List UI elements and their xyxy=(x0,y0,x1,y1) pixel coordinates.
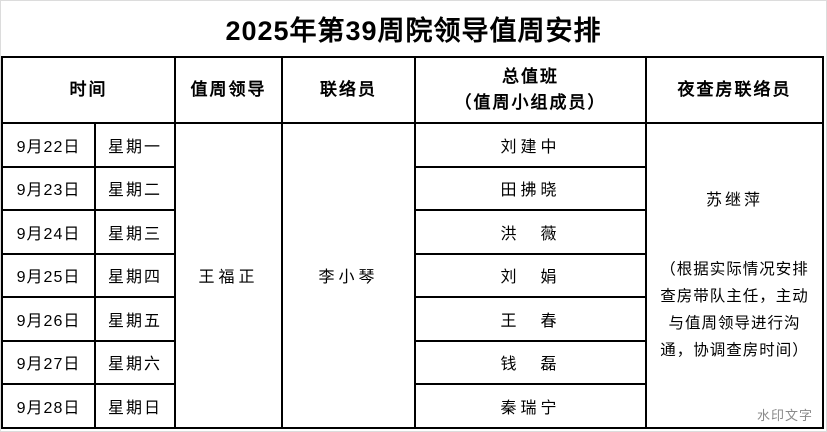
column-header-night-rounds-liaison: 夜查房联络员 xyxy=(645,56,824,124)
liaison-cell: 李小琴 xyxy=(281,122,416,429)
header-row: 时间 值周领导 联络员 总值班 （值周小组成员） 夜查房联络员 xyxy=(1,56,824,124)
table-row: 9月23日 星期二 田拂晓 xyxy=(1,165,823,211)
date-cell: 9月25日 xyxy=(1,252,96,298)
date-cell: 9月27日 xyxy=(1,339,96,385)
table-row: 9月25日 星期四 刘 娟 xyxy=(1,252,823,298)
general-duty-cell: 刘 娟 xyxy=(414,252,647,298)
duty-schedule-table: 时间 值周领导 联络员 总值班 （值周小组成员） 夜查房联络员 9月22日 星期… xyxy=(1,56,824,429)
general-duty-cell: 洪 薇 xyxy=(414,209,647,255)
general-duty-cell: 王 春 xyxy=(414,296,647,342)
weekday-cell: 星期二 xyxy=(94,165,176,211)
date-cell: 9月26日 xyxy=(1,296,96,342)
weekday-cell: 星期日 xyxy=(94,383,176,429)
general-duty-cell: 秦瑞宁 xyxy=(414,383,647,429)
column-header-time: 时间 xyxy=(1,56,176,124)
column-header-duty-leader: 值周领导 xyxy=(174,56,283,124)
date-cell: 9月24日 xyxy=(1,209,96,255)
table-row: 9月24日 星期三 洪 薇 xyxy=(1,209,823,255)
weekday-cell: 星期三 xyxy=(94,209,176,255)
night-rounds-name: 苏继萍 xyxy=(705,192,763,210)
night-rounds-note: （根据实际情况安排查房带队主任，主动与值周领导进行沟通，协调查房时间） xyxy=(660,261,809,360)
general-duty-cell: 刘建中 xyxy=(414,122,647,168)
night-rounds-liaison-cell: 苏继萍 （根据实际情况安排查房带队主任，主动与值周领导进行沟通，协调查房时间） xyxy=(645,122,824,429)
weekday-cell: 星期一 xyxy=(94,122,176,168)
weekday-cell: 星期四 xyxy=(94,252,176,298)
table-row: 9月22日 星期一 王福正 李小琴 刘建中 苏继萍 （根据实际情况安排查房带队主… xyxy=(1,122,824,429)
column-header-general-duty: 总值班 （值周小组成员） xyxy=(414,56,647,124)
general-duty-cell: 钱 磊 xyxy=(414,339,647,385)
column-header-liaison: 联络员 xyxy=(281,56,416,124)
weekday-cell: 星期五 xyxy=(94,296,176,342)
column-header-general-duty-line1: 总值班 xyxy=(502,67,559,86)
table-row: 9月28日 星期日 秦瑞宁 xyxy=(1,383,823,429)
date-cell: 9月28日 xyxy=(1,383,96,429)
date-cell: 9月23日 xyxy=(1,165,96,211)
night-rounds-content: 苏继萍 （根据实际情况安排查房带队主任，主动与值周领导进行沟通，协调查房时间） xyxy=(648,125,821,426)
date-cell: 9月22日 xyxy=(1,122,96,168)
page-title: 2025年第39周院领导值周安排 xyxy=(225,16,602,46)
table-row: 9月26日 星期五 王 春 xyxy=(1,296,823,342)
watermark-text: 水印文字 xyxy=(756,408,813,423)
column-header-general-duty-line2: （值周小组成员） xyxy=(454,93,607,112)
weekday-cell: 星期六 xyxy=(94,339,176,385)
general-duty-cell: 田拂晓 xyxy=(414,165,647,211)
duty-leader-cell: 王福正 xyxy=(174,122,283,429)
table-row: 9月27日 星期六 钱 磊 xyxy=(1,339,823,385)
